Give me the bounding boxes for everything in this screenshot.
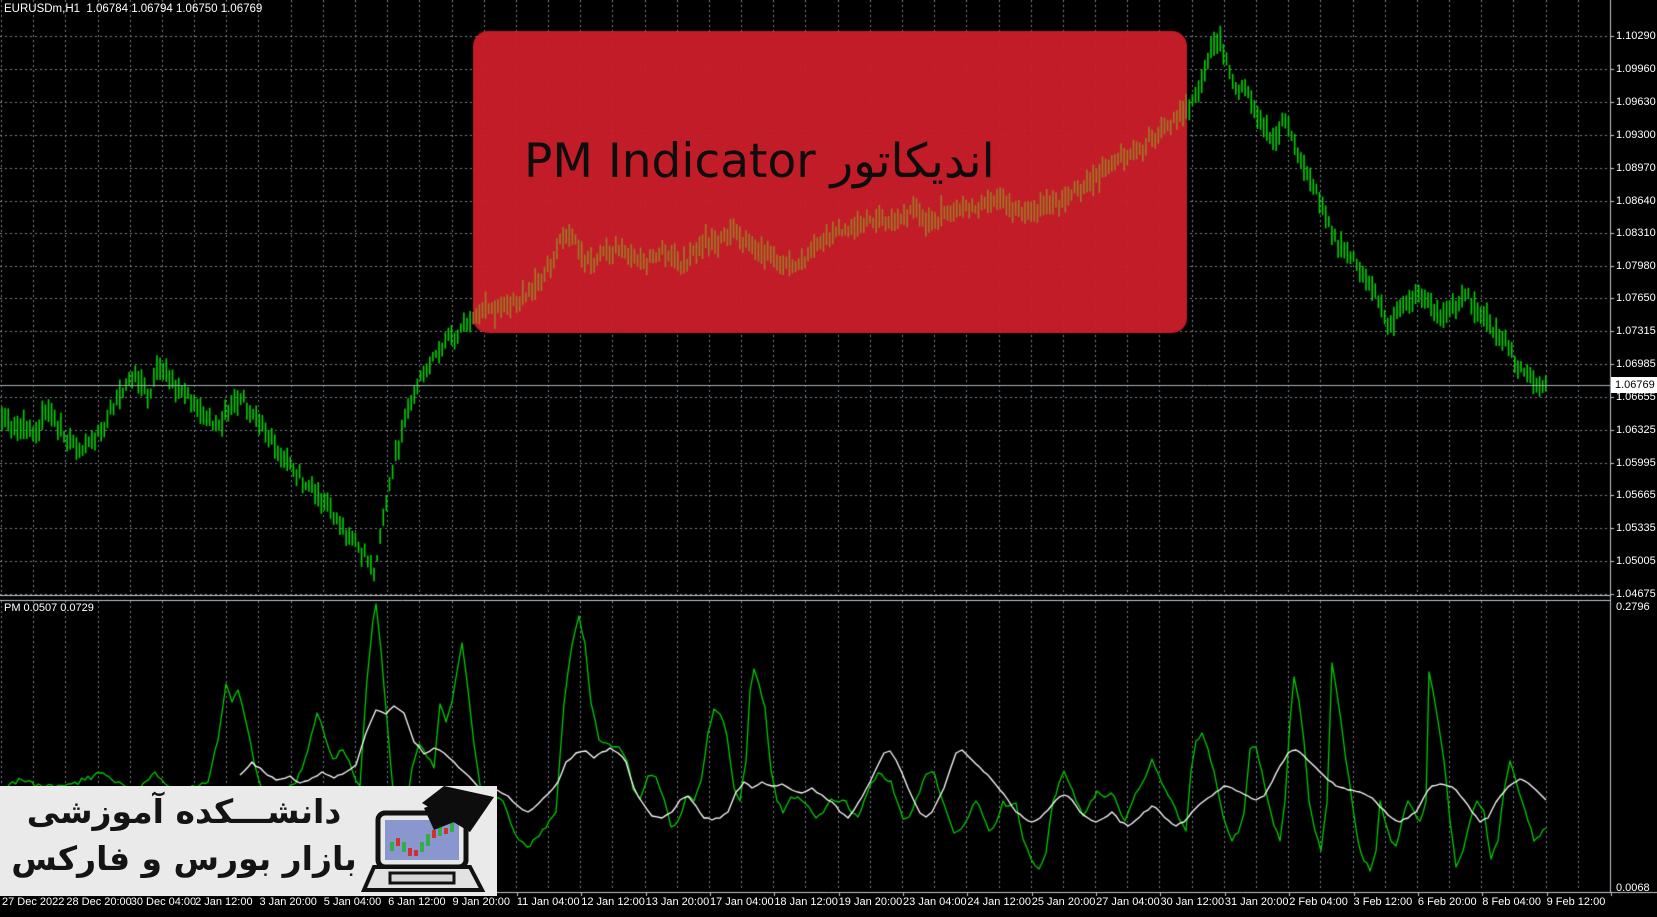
time-axis-label: 11 Jan 04:00 [516,896,580,908]
time-axis-label: 28 Dec 20:00 [66,896,132,908]
price-axis-label: 1.07315 [1616,325,1656,337]
time-axis-label: 25 Jan 20:00 [1031,896,1096,908]
time-axis-label: 3 Jan 20:00 [259,896,317,908]
price-axis-label: 1.10290 [1616,30,1656,42]
watermark-line2: بازار بورس و فارکس [11,839,357,878]
time-axis-label: 27 Jan 04:00 [1096,896,1160,908]
time-axis-label: 17 Jan 04:00 [709,896,774,908]
price-axis-label: 1.05335 [1616,522,1656,534]
price-axis-label: 1.08970 [1616,162,1656,174]
time-axis-label: 24 Jan 12:00 [967,896,1032,908]
laptop-graduation-chart-icon [360,786,494,892]
time-axis-label: 12 Jan 12:00 [581,896,645,908]
time-axis-label: 2 Feb 04:00 [1289,896,1348,908]
time-axis-label: 18 Jan 12:00 [774,896,838,908]
watermark-text: دانشـــکده آموزشی بازار بورس و فارکس [6,788,362,882]
price-axis-label: 1.09300 [1616,129,1656,141]
price-axis-label: 1.04675 [1616,588,1656,600]
price-axis-label: 1.08640 [1616,195,1656,207]
time-axis-label: 19 Jan 20:00 [838,896,903,908]
price-axis-label: 1.08310 [1616,227,1656,239]
price-axis-label: 1.06985 [1616,358,1656,370]
time-axis-label: 9 Jan 20:00 [452,896,511,908]
time-axis-label: 13 Jan 20:00 [645,896,710,908]
price-axis-label: 1.07980 [1616,260,1656,272]
price-axis-label: 1.05665 [1616,489,1656,501]
price-axis-label: 1.06325 [1616,424,1656,436]
watermark-logo: دانشـــکده آموزشی بازار بورس و فارکس [0,786,497,896]
screen-candles [390,822,454,856]
indicator-values-label: PM 0.0507 0.0729 [4,602,94,614]
current-price-tag: 1.06769 [1611,377,1657,393]
promo-banner-title: PM Indicator اندیکاتور [524,134,995,189]
time-axis-label: 27 Dec 2022 [2,896,65,908]
time-axis-label: 9 Feb 12:00 [1546,896,1606,908]
time-axis-label: 5 Jan 04:00 [323,896,382,908]
time-axis-label: 31 Jan 20:00 [1224,896,1289,908]
time-axis-label: 30 Jan 12:00 [1160,896,1225,908]
time-axis-label: 2 Jan 12:00 [195,896,253,908]
price-axis-label: 1.09630 [1616,96,1656,108]
graduation-cap [422,786,494,832]
time-axis-label: 8 Feb 04:00 [1482,896,1541,908]
time-axis-label: 6 Feb 20:00 [1417,896,1477,908]
indicator-scale-max: 0.2796 [1616,601,1650,613]
time-axis-label: 23 Jan 04:00 [903,896,967,908]
time-axis-label: 6 Jan 12:00 [388,896,446,908]
price-axis-label: 1.05005 [1616,555,1656,567]
symbol-ohlc-label: EURUSDm,H1 1.06784 1.06794 1.06750 1.067… [4,3,263,15]
price-axis-label: 1.06655 [1616,391,1656,403]
price-axis-label: 1.07650 [1616,292,1656,304]
indicator-scale-min: 0.0068 [1616,882,1650,894]
watermark-line1: دانشـــکده آموزشی [26,792,342,831]
time-axis-label: 30 Dec 04:00 [130,896,197,908]
time-axis-label: 3 Feb 12:00 [1353,896,1413,908]
price-axis-label: 1.05995 [1616,457,1656,469]
price-axis-label: 1.09960 [1616,63,1656,75]
